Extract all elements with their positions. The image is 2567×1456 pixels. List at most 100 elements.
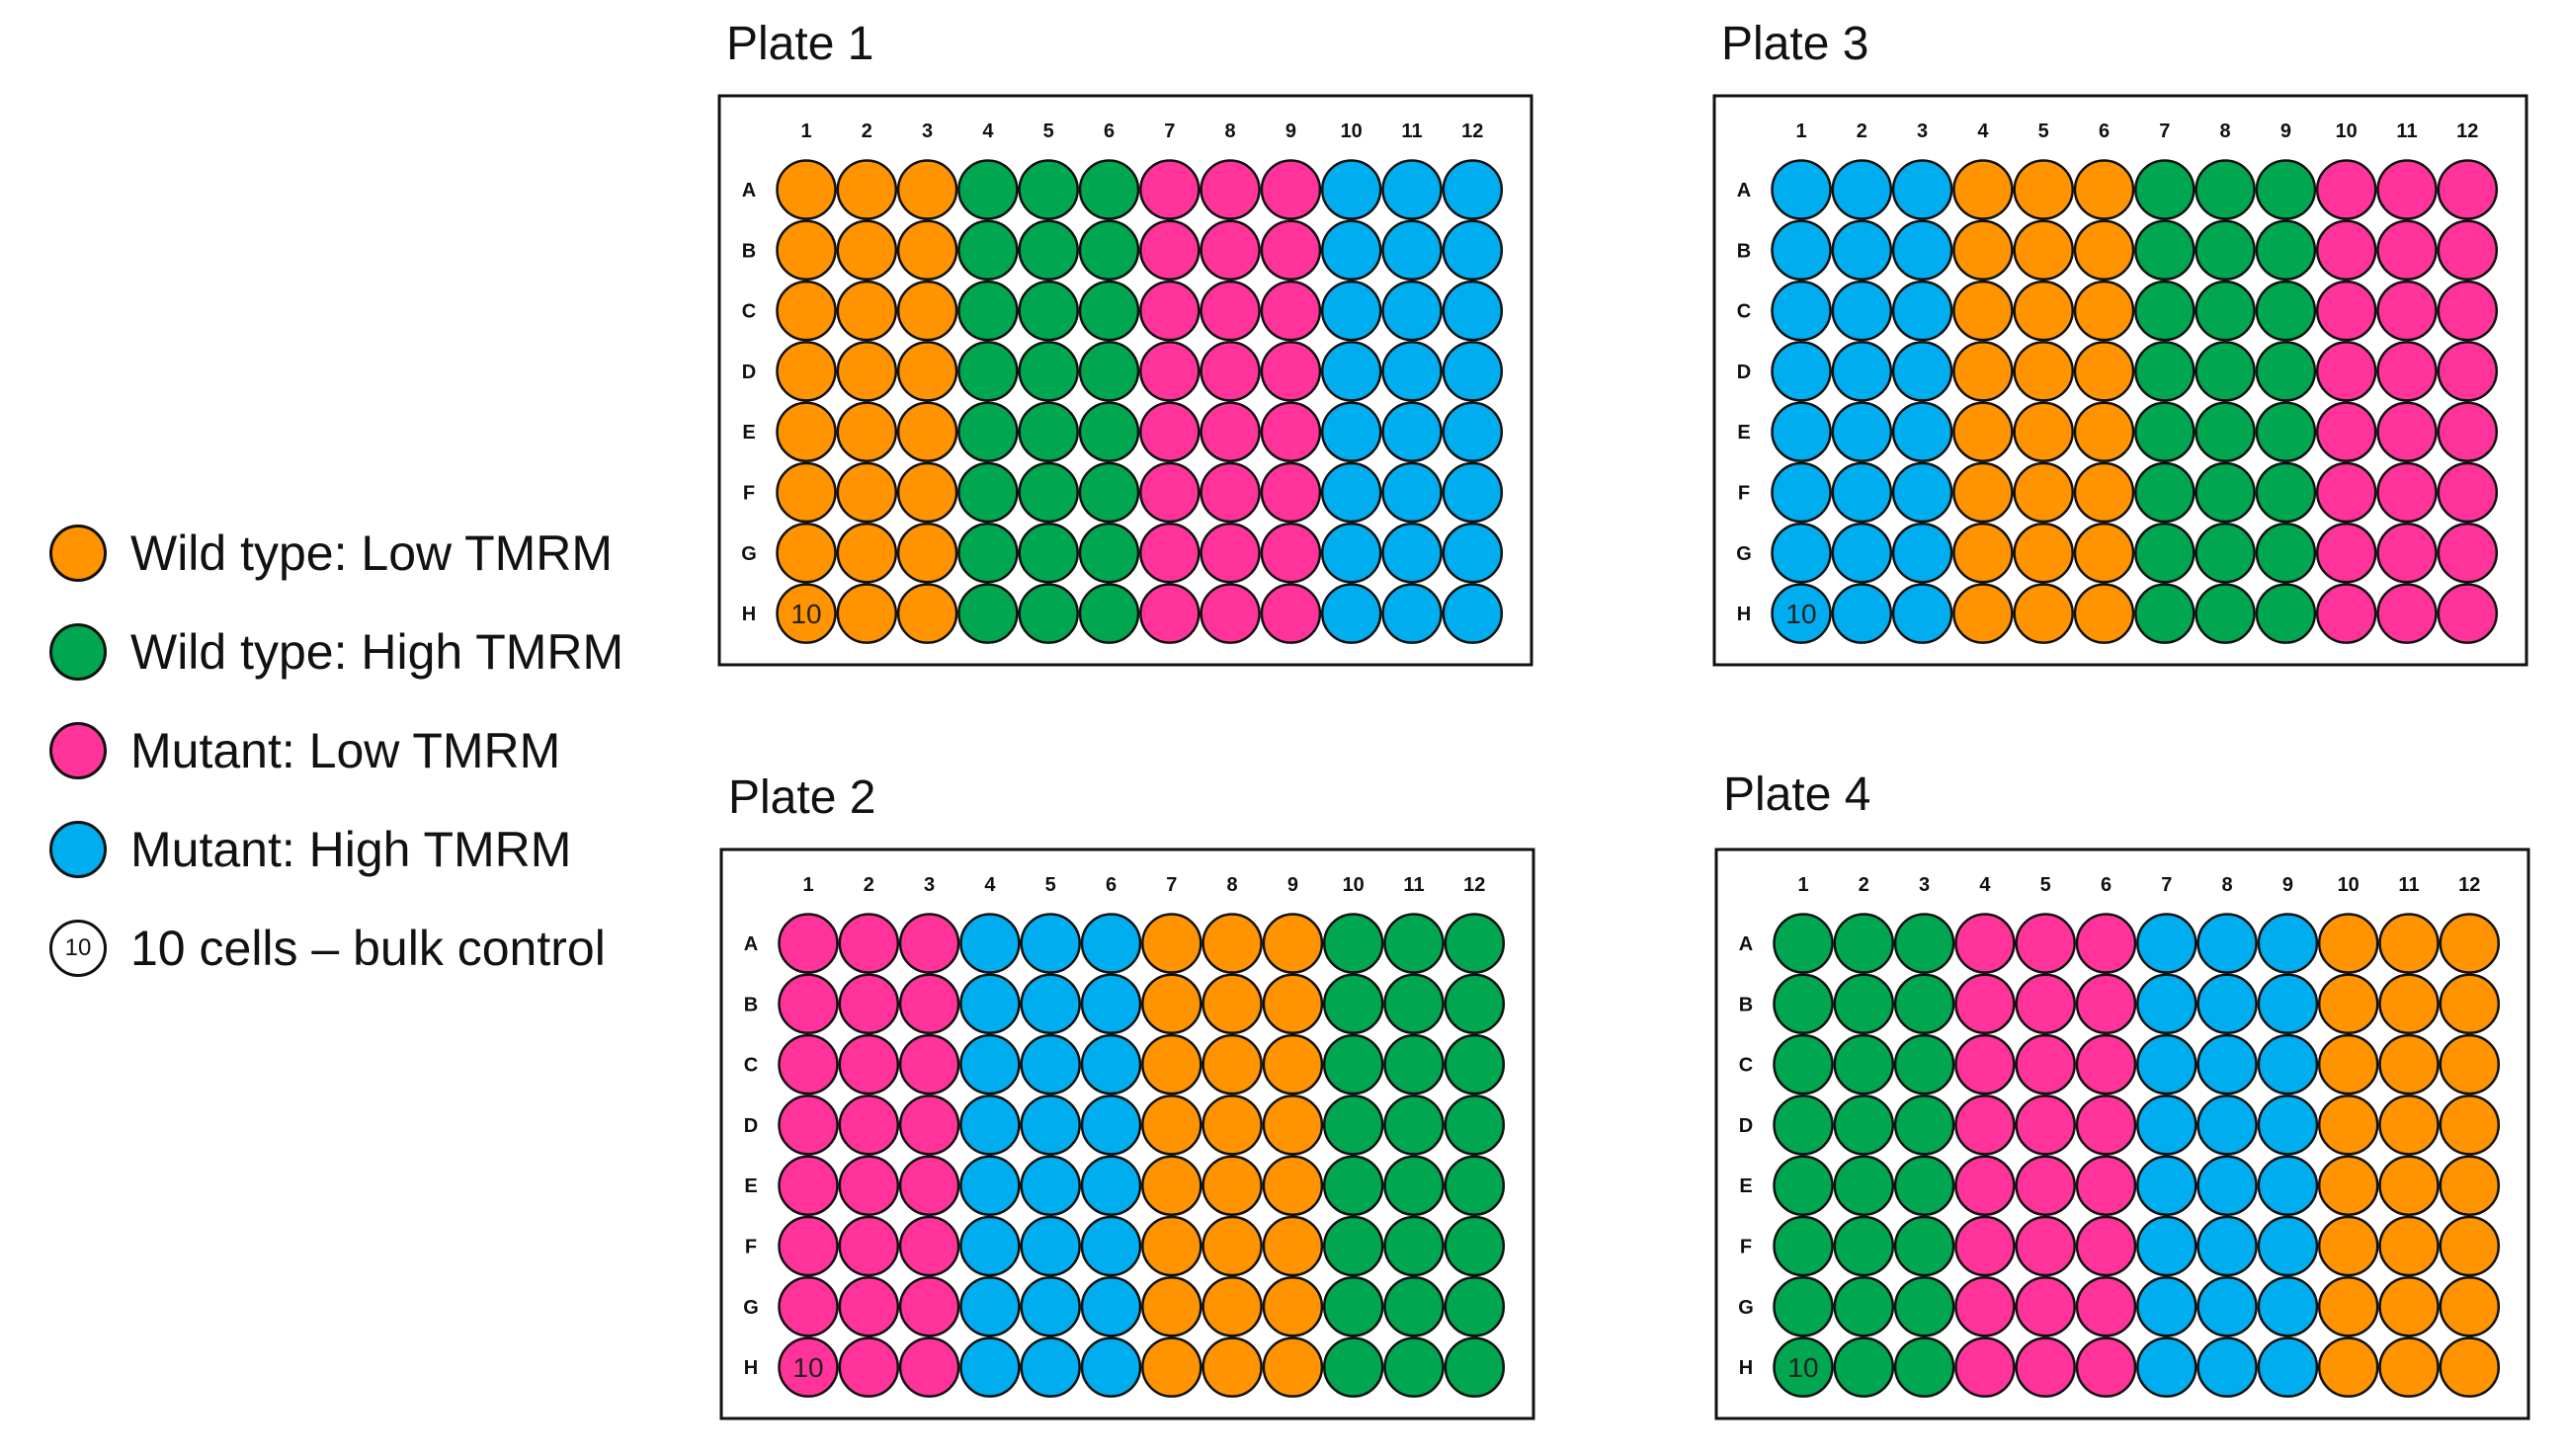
well-B11 bbox=[2376, 219, 2438, 282]
well-D11 bbox=[2376, 341, 2438, 402]
well-E8 bbox=[1200, 401, 1261, 462]
well-D9 bbox=[1260, 341, 1322, 402]
well-C3 bbox=[1893, 1033, 1955, 1095]
well-F9 bbox=[2257, 1215, 2319, 1277]
well-B8 bbox=[1200, 219, 1261, 282]
well-F1 bbox=[776, 461, 837, 524]
well-A2 bbox=[838, 913, 900, 974]
well-F2 bbox=[838, 1215, 900, 1277]
row-label: G bbox=[1736, 543, 1752, 565]
row-label: H bbox=[1737, 604, 1751, 625]
well-H12 bbox=[1444, 1336, 1506, 1398]
well-C1 bbox=[778, 1033, 839, 1095]
well-F4 bbox=[1952, 461, 2014, 524]
control-well-label: 10 bbox=[790, 599, 821, 629]
well-C4 bbox=[1952, 280, 2014, 342]
well-B8 bbox=[1201, 973, 1263, 1035]
well-G7 bbox=[1139, 523, 1201, 584]
well-F10 bbox=[1320, 461, 1382, 524]
well-B8 bbox=[2196, 973, 2258, 1035]
well-H4 bbox=[959, 1336, 1021, 1398]
column-label: 11 bbox=[1401, 121, 1422, 142]
well-C12 bbox=[1442, 280, 1504, 342]
well-G8 bbox=[1201, 1276, 1263, 1337]
well-H7 bbox=[1139, 583, 1201, 644]
row-label: C bbox=[1739, 1055, 1753, 1077]
well-D2 bbox=[1831, 341, 1893, 402]
legend-item-wt-low: Wild type: Low TMRM bbox=[49, 504, 623, 603]
well-B3 bbox=[898, 973, 960, 1035]
well-F3 bbox=[1891, 461, 1953, 524]
well-D9 bbox=[2255, 341, 2317, 402]
well-G2 bbox=[1833, 1276, 1895, 1337]
plate-title: Plate 2 bbox=[728, 771, 875, 824]
well-F5 bbox=[2015, 1215, 2076, 1277]
well-G12 bbox=[1444, 1276, 1506, 1337]
plate-title: Plate 4 bbox=[1723, 768, 1870, 821]
well-D12 bbox=[1442, 341, 1504, 402]
well-E3 bbox=[1893, 1155, 1955, 1216]
well-A8 bbox=[2196, 913, 2258, 974]
column-label: 2 bbox=[1857, 121, 1867, 142]
well-H12 bbox=[1442, 583, 1504, 644]
column-label: 12 bbox=[1463, 874, 1485, 896]
well-A11 bbox=[2378, 913, 2440, 974]
well-G7 bbox=[2136, 1276, 2197, 1337]
well-D4 bbox=[959, 1094, 1021, 1156]
well-F6 bbox=[1080, 1215, 1142, 1277]
well-E1 bbox=[778, 1155, 839, 1216]
well-D7 bbox=[1139, 341, 1201, 402]
column-label: 9 bbox=[1285, 121, 1296, 142]
well-C8 bbox=[2194, 280, 2256, 342]
well-G6 bbox=[2075, 1276, 2137, 1337]
well-H9 bbox=[2257, 1336, 2319, 1398]
well-A12 bbox=[1444, 913, 1506, 974]
column-label: 5 bbox=[2040, 874, 2051, 896]
column-label: 6 bbox=[1106, 874, 1117, 896]
legend-label-mut-low: Mutant: Low TMRM bbox=[130, 723, 561, 778]
well-C10 bbox=[2317, 1033, 2379, 1095]
well-F9 bbox=[1260, 461, 1322, 524]
well-H6 bbox=[2073, 583, 2135, 644]
well-C6 bbox=[1080, 1033, 1142, 1095]
well-D4 bbox=[1952, 341, 2014, 402]
row-label: H bbox=[744, 1357, 758, 1379]
well-C3 bbox=[1891, 280, 1953, 342]
well-E1 bbox=[1771, 401, 1832, 462]
well-A6 bbox=[1080, 913, 1142, 974]
well-B7 bbox=[1139, 219, 1201, 282]
well-H12 bbox=[2437, 583, 2499, 644]
well-D10 bbox=[2315, 341, 2377, 402]
column-label: 7 bbox=[1166, 874, 1177, 896]
legend-label-control: 10 cells – bulk control bbox=[130, 921, 606, 976]
legend: Wild type: Low TMRM Wild type: High TMRM… bbox=[49, 504, 623, 998]
well-A3 bbox=[1891, 159, 1953, 220]
well-H12 bbox=[2439, 1336, 2501, 1398]
well-G9 bbox=[2257, 1276, 2319, 1337]
well-H6 bbox=[1080, 1336, 1142, 1398]
well-B4 bbox=[957, 219, 1019, 282]
well-F5 bbox=[2013, 461, 2074, 524]
column-label: 2 bbox=[862, 121, 872, 142]
legend-swatch-mut-low bbox=[49, 722, 107, 779]
well-B11 bbox=[1383, 973, 1445, 1035]
well-B5 bbox=[2013, 219, 2074, 282]
well-F10 bbox=[1322, 1215, 1384, 1277]
well-B7 bbox=[2134, 219, 2195, 282]
plate-title: Plate 3 bbox=[1721, 18, 1868, 70]
well-B12 bbox=[2437, 219, 2499, 282]
legend-swatch-wt-high bbox=[49, 623, 107, 681]
well-A10 bbox=[1322, 913, 1384, 974]
well-G10 bbox=[2317, 1276, 2379, 1337]
well-A7 bbox=[2134, 159, 2195, 220]
well-F11 bbox=[2378, 1215, 2440, 1277]
well-G11 bbox=[2376, 523, 2438, 584]
well-C11 bbox=[1383, 1033, 1445, 1095]
column-label: 11 bbox=[2398, 874, 2419, 896]
well-G7 bbox=[2134, 523, 2195, 584]
well-G5 bbox=[2013, 523, 2074, 584]
column-label: 4 bbox=[982, 121, 994, 142]
well-F12 bbox=[1444, 1215, 1506, 1277]
well-E5 bbox=[2013, 401, 2074, 462]
